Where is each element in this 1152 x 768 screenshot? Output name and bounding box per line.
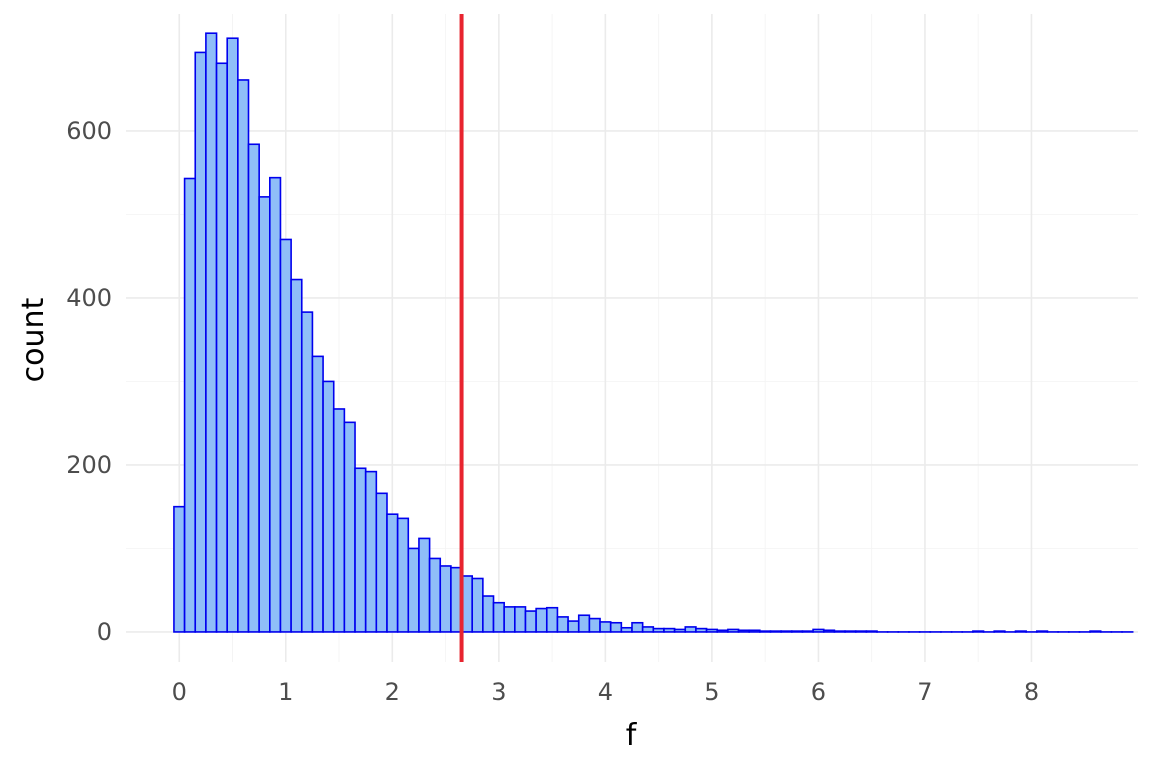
histogram-bar <box>343 421 356 633</box>
x-axis-tick-labels: 0 1 2 3 4 5 6 7 8 <box>172 678 1039 706</box>
histogram-bar <box>865 630 878 633</box>
histogram-bar <box>322 380 335 633</box>
histogram-bar <box>663 627 676 633</box>
histogram-bar <box>759 630 772 633</box>
histogram-bar <box>833 630 846 633</box>
histogram-bar <box>748 629 761 633</box>
histogram-bar <box>556 616 569 633</box>
histogram-bar <box>844 630 857 633</box>
histogram-bar <box>588 617 601 633</box>
histogram-bar <box>524 610 537 633</box>
histogram-bar <box>332 408 346 633</box>
x-tick-label: 8 <box>1024 678 1039 706</box>
y-axis-title: count <box>16 297 51 382</box>
histogram-bar <box>769 630 782 633</box>
x-tick-label: 5 <box>704 678 719 706</box>
histogram-bar <box>205 32 218 633</box>
histogram-bar <box>1089 630 1102 633</box>
x-tick-label: 3 <box>491 678 506 706</box>
y-tick-label: 200 <box>66 451 112 479</box>
histogram-bar <box>790 630 804 633</box>
histogram-bar <box>972 630 985 633</box>
histogram-bar <box>407 547 420 633</box>
histogram-bar <box>652 627 665 633</box>
histogram-bar <box>386 513 399 633</box>
histogram-bar <box>300 311 314 633</box>
y-tick-label: 400 <box>66 284 112 312</box>
histogram-bar <box>812 628 825 633</box>
y-axis-tick-labels: 0 200 400 600 <box>66 117 112 646</box>
histogram-bar <box>737 629 750 633</box>
y-tick-label: 600 <box>66 117 112 145</box>
histogram-bar <box>535 607 548 633</box>
histogram-bar <box>375 492 388 633</box>
histogram-bar <box>545 606 559 633</box>
histogram-bar <box>567 620 580 633</box>
histogram-bar <box>173 505 186 633</box>
histogram-bar <box>492 601 505 633</box>
histogram-bar <box>641 626 655 633</box>
histogram-bar <box>503 606 516 633</box>
histogram-bar <box>418 537 431 633</box>
histogram-bar <box>226 37 239 633</box>
histogram-bar <box>620 626 633 633</box>
x-tick-label: 2 <box>385 678 400 706</box>
histogram-bars <box>173 32 1134 633</box>
histogram-bar <box>428 557 442 633</box>
histogram-bar <box>780 630 793 633</box>
histogram-bar <box>194 51 207 633</box>
histogram-bar <box>279 238 292 633</box>
histogram-bar <box>354 467 367 633</box>
histogram-bar <box>439 565 452 633</box>
x-tick-label: 0 <box>172 678 187 706</box>
x-tick-label: 7 <box>917 678 932 706</box>
histogram-bar <box>311 355 324 633</box>
histogram-bar <box>482 595 495 633</box>
histogram-bar <box>822 629 836 633</box>
histogram-bar <box>237 79 250 633</box>
y-tick-label: 0 <box>97 618 112 646</box>
x-tick-label: 4 <box>598 678 613 706</box>
histogram-bar <box>609 621 623 633</box>
x-tick-label: 6 <box>811 678 826 706</box>
histogram-bar <box>684 626 697 633</box>
histogram-bar <box>290 278 303 633</box>
histogram-bar <box>1036 630 1049 633</box>
histogram-bar <box>801 630 814 633</box>
histogram-bar <box>1014 630 1027 633</box>
x-axis-title: f <box>626 718 638 753</box>
histogram-bar <box>471 577 484 633</box>
histogram-bar <box>599 621 612 633</box>
histogram-bar <box>396 517 410 633</box>
histogram-bar <box>258 196 271 633</box>
histogram-bar <box>247 143 260 633</box>
histogram-bar <box>673 628 687 633</box>
histogram-bar <box>631 621 644 633</box>
histogram-bar <box>695 627 708 633</box>
histogram-bar <box>514 606 527 633</box>
histogram-bar <box>183 177 197 633</box>
histogram-bar <box>577 614 591 633</box>
histogram-bar <box>364 470 378 633</box>
histogram-bar <box>269 176 282 633</box>
histogram-bar <box>716 629 729 633</box>
histogram-bar <box>705 628 719 633</box>
histogram-bar <box>854 630 868 633</box>
histogram-bar <box>727 628 740 633</box>
histogram-bar <box>993 630 1006 633</box>
x-tick-label: 1 <box>278 678 293 706</box>
histogram-bar <box>215 62 228 633</box>
